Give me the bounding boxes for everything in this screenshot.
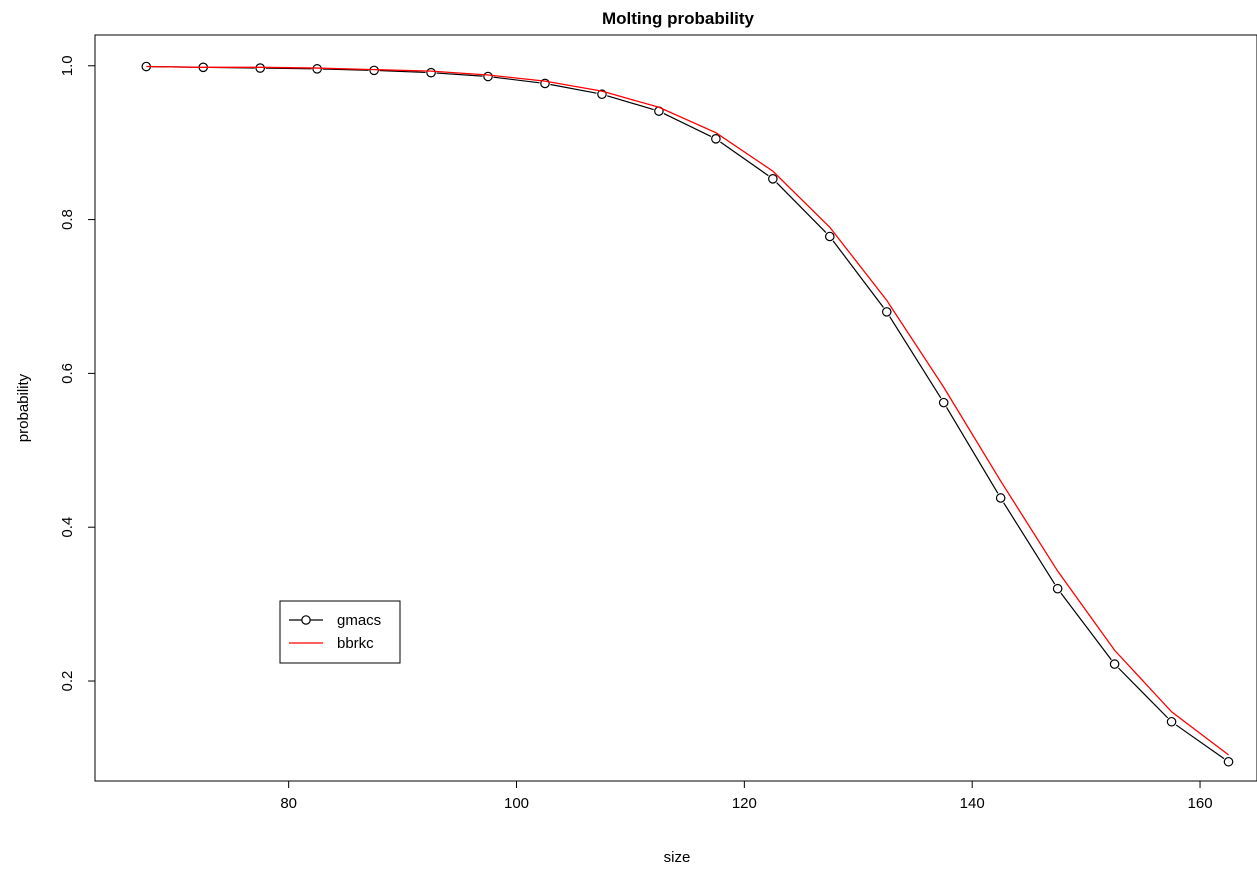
series-segment-gmacs xyxy=(550,83,597,94)
series-segment-gmacs xyxy=(832,240,884,308)
data-point-gmacs xyxy=(1109,659,1120,669)
x-tick-label: 160 xyxy=(1188,795,1213,812)
legend: gmacs bbrkc xyxy=(279,600,401,664)
y-tick-label: 0.2 xyxy=(59,671,76,692)
series-segment-gmacs xyxy=(322,68,369,71)
data-point-gmacs xyxy=(824,231,835,242)
series-segment-gmacs xyxy=(379,70,426,74)
y-tick-label: 0.8 xyxy=(59,209,76,230)
x-tick-label: 80 xyxy=(280,795,297,812)
x-tick-label: 140 xyxy=(960,795,985,812)
data-point-gmacs xyxy=(768,174,778,184)
series-segment-gmacs xyxy=(720,141,769,177)
data-point-gmacs xyxy=(255,63,265,73)
series-layer xyxy=(141,61,1234,767)
legend-label-gmacs: gmacs xyxy=(337,612,381,629)
y-tick-label: 0.4 xyxy=(59,517,76,538)
data-point-gmacs xyxy=(312,64,322,74)
data-point-gmacs xyxy=(995,493,1006,503)
series-segment-gmacs xyxy=(493,76,540,84)
legend-box xyxy=(279,600,401,664)
y-axis: 0.2 0.4 0.6 0.8 1.0 xyxy=(59,55,96,692)
data-point-gmacs xyxy=(483,71,493,82)
data-point-gmacs xyxy=(597,89,607,100)
legend-label-bbrkc: bbrkc xyxy=(337,635,374,652)
data-point-gmacs xyxy=(369,65,379,76)
series-segment-gmacs xyxy=(1003,502,1056,585)
series-segment-gmacs xyxy=(889,316,942,399)
data-point-gmacs xyxy=(881,307,892,317)
series-segment-gmacs xyxy=(1175,724,1225,760)
y-tick-label: 0.6 xyxy=(59,363,76,384)
x-tick-label: 120 xyxy=(732,795,757,812)
series-segment-gmacs xyxy=(265,67,312,70)
data-point-gmacs xyxy=(1223,756,1234,767)
data-point-gmacs xyxy=(938,397,949,408)
series-segment-gmacs xyxy=(607,95,654,111)
data-point-gmacs xyxy=(1166,716,1177,727)
series-bbrkc xyxy=(146,65,1229,756)
data-point-gmacs xyxy=(426,67,436,78)
data-point-gmacs xyxy=(711,134,721,144)
data-point-gmacs xyxy=(540,78,550,89)
series-segment-gmacs xyxy=(663,113,712,137)
series-segment-gmacs xyxy=(436,72,483,77)
data-point-gmacs xyxy=(1052,583,1063,594)
series-segment-gmacs xyxy=(946,407,999,494)
x-axis-label: size xyxy=(664,849,691,866)
series-segment-gmacs xyxy=(1118,667,1169,719)
series-line-bbrkc xyxy=(146,65,1229,756)
x-axis: 80 100 120 140 160 xyxy=(280,780,1213,812)
y-tick-label: 1.0 xyxy=(59,55,76,76)
series-segment-gmacs xyxy=(776,182,827,234)
chart-title: Molting probability xyxy=(602,9,755,28)
series-segment-gmacs xyxy=(1060,592,1112,661)
legend-marker-gmacs xyxy=(301,615,311,625)
y-axis-label: probability xyxy=(15,373,32,442)
x-tick-label: 100 xyxy=(504,795,529,812)
